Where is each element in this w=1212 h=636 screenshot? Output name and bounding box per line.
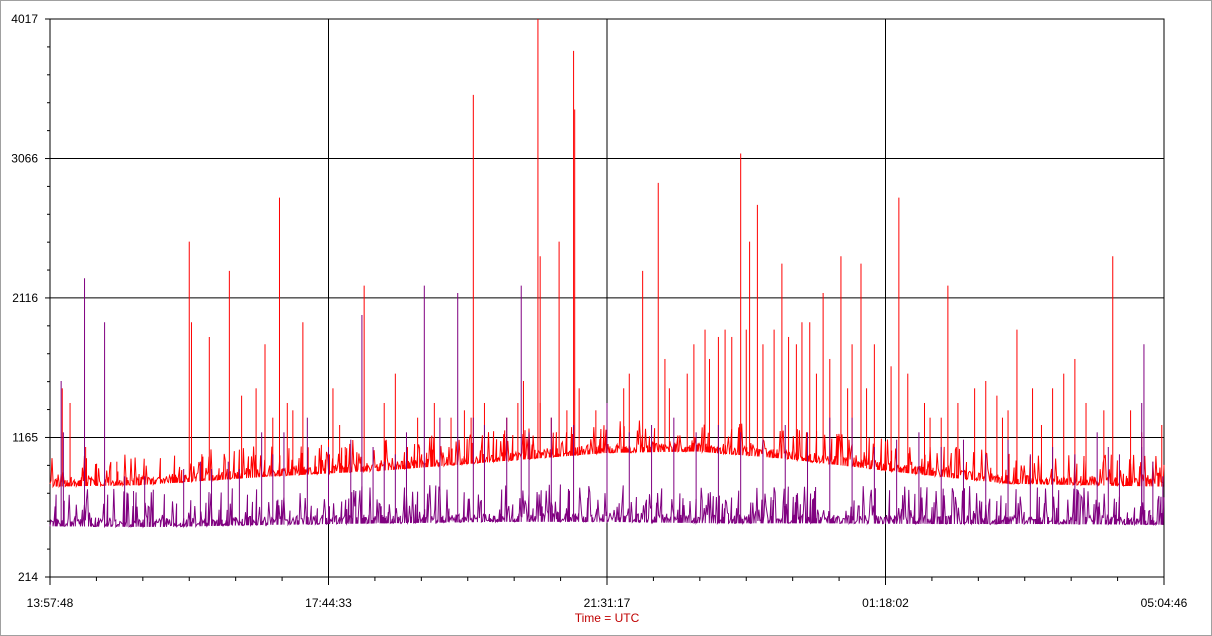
x-tick-label: 01:18:02 bbox=[862, 596, 909, 610]
y-tick-label: 1165 bbox=[12, 430, 38, 444]
y-tick-label: 4017 bbox=[11, 12, 38, 26]
y-tick-label: 2116 bbox=[12, 291, 38, 305]
series-0 bbox=[49, 19, 1165, 489]
x-tick-label: 13:57:48 bbox=[27, 596, 74, 610]
x-tick-label: 17:44:33 bbox=[305, 596, 352, 610]
x-axis-label: Time = UTC bbox=[575, 611, 640, 625]
series-1-trace bbox=[49, 484, 1165, 529]
y-tick-label: 214 bbox=[18, 570, 38, 584]
x-axis: 13:57:48 17:44:33 21:31:17 01:18:02 05:04:46 bbox=[27, 577, 1188, 610]
series-0-trace bbox=[49, 420, 1165, 489]
x-tick-label: 21:31:17 bbox=[584, 596, 631, 610]
y-tick-label: 3066 bbox=[11, 152, 38, 166]
series-1 bbox=[49, 278, 1165, 529]
x-tick-label: 05:04:46 bbox=[1141, 596, 1188, 610]
y-axis: 4017 3066 2116 1165 214 bbox=[11, 12, 50, 584]
series-layer bbox=[49, 19, 1165, 529]
